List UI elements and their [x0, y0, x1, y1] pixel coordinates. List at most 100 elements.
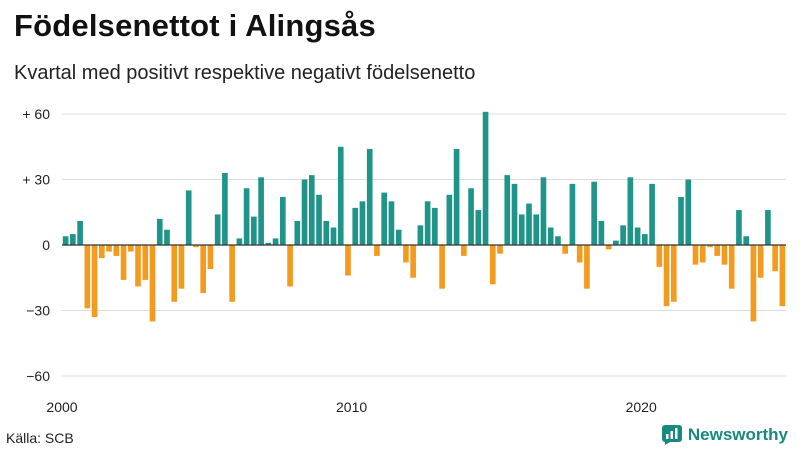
bar [359, 201, 366, 245]
bar [374, 245, 380, 256]
bar [497, 245, 503, 254]
x-tick-label: 2020 [626, 399, 657, 415]
bar [113, 245, 120, 256]
bar [120, 245, 127, 280]
bar [482, 111, 489, 245]
bar [547, 227, 554, 245]
bar [504, 175, 511, 245]
bar [453, 148, 460, 245]
x-tick-label: 2000 [46, 399, 77, 415]
chart-title: Födelsenettot i Alingsås [14, 8, 376, 43]
bar [156, 218, 163, 245]
bar [670, 245, 677, 302]
bar [272, 238, 279, 245]
brand-logo: Newsworthy [661, 425, 788, 445]
bars [62, 111, 786, 322]
y-tick-label: −60 [26, 368, 50, 384]
bar [323, 220, 330, 245]
bar [511, 183, 518, 245]
bar [779, 245, 786, 307]
bar [395, 229, 402, 245]
bar [214, 214, 221, 245]
bar [207, 245, 214, 270]
bar [381, 192, 388, 245]
bar [135, 245, 141, 287]
bar [352, 207, 359, 245]
bar [77, 220, 83, 245]
bar [446, 194, 453, 245]
bar [193, 245, 199, 248]
bar [526, 203, 532, 245]
newsworthy-logo-icon [661, 425, 682, 445]
bar [649, 183, 655, 245]
bar [265, 242, 272, 245]
bar [294, 220, 301, 245]
bar [330, 227, 337, 245]
bar [707, 245, 713, 248]
bar [200, 245, 207, 294]
grid-lines [62, 113, 786, 377]
bar [222, 172, 228, 245]
bar [699, 245, 706, 263]
bar [533, 214, 540, 245]
bar [743, 236, 750, 245]
bar [439, 245, 445, 289]
bar [634, 227, 641, 245]
bar [678, 196, 684, 245]
bar [685, 179, 692, 245]
bar [185, 190, 192, 245]
bar [627, 177, 634, 245]
y-tick-label: + 30 [22, 172, 50, 188]
y-tick-label: −30 [26, 303, 50, 319]
bar [70, 234, 76, 245]
bar [656, 245, 663, 267]
bar [301, 179, 308, 245]
bar [642, 234, 648, 245]
bar [106, 245, 112, 252]
bar [251, 216, 257, 245]
bar [178, 245, 185, 289]
bar [84, 245, 91, 309]
bar [562, 245, 569, 254]
bar [127, 245, 134, 252]
bar [468, 188, 474, 245]
bar [149, 245, 156, 322]
bar [316, 194, 322, 245]
axes: + 60 + 30 0 −30 −60 2000 2010 2020 [22, 106, 786, 415]
bar [692, 245, 699, 265]
bar [366, 148, 373, 245]
bar [337, 146, 344, 245]
bar [750, 245, 757, 322]
bar [62, 236, 69, 245]
y-tick-label: 0 [42, 237, 50, 253]
x-tick-label: 2010 [336, 399, 367, 415]
bar [721, 245, 728, 265]
bar [243, 188, 250, 245]
bar [714, 245, 721, 256]
bar [171, 245, 178, 302]
bar [164, 229, 170, 245]
bar [258, 177, 264, 245]
bar [518, 214, 525, 245]
bar [461, 245, 467, 256]
bar [388, 201, 395, 245]
bar [142, 245, 149, 280]
bar [410, 245, 416, 278]
bar [772, 245, 778, 272]
bar [728, 245, 735, 289]
bar [555, 236, 561, 245]
bar [475, 210, 482, 245]
bar [576, 245, 583, 263]
bar [663, 245, 670, 307]
bar [345, 245, 351, 276]
bar [591, 181, 597, 245]
bar [287, 245, 293, 287]
bar [403, 245, 409, 263]
bar [757, 245, 764, 278]
bar [620, 225, 626, 245]
bar [280, 196, 286, 245]
y-tick-label: + 60 [22, 106, 50, 122]
bar [99, 245, 105, 259]
bar [613, 240, 619, 245]
